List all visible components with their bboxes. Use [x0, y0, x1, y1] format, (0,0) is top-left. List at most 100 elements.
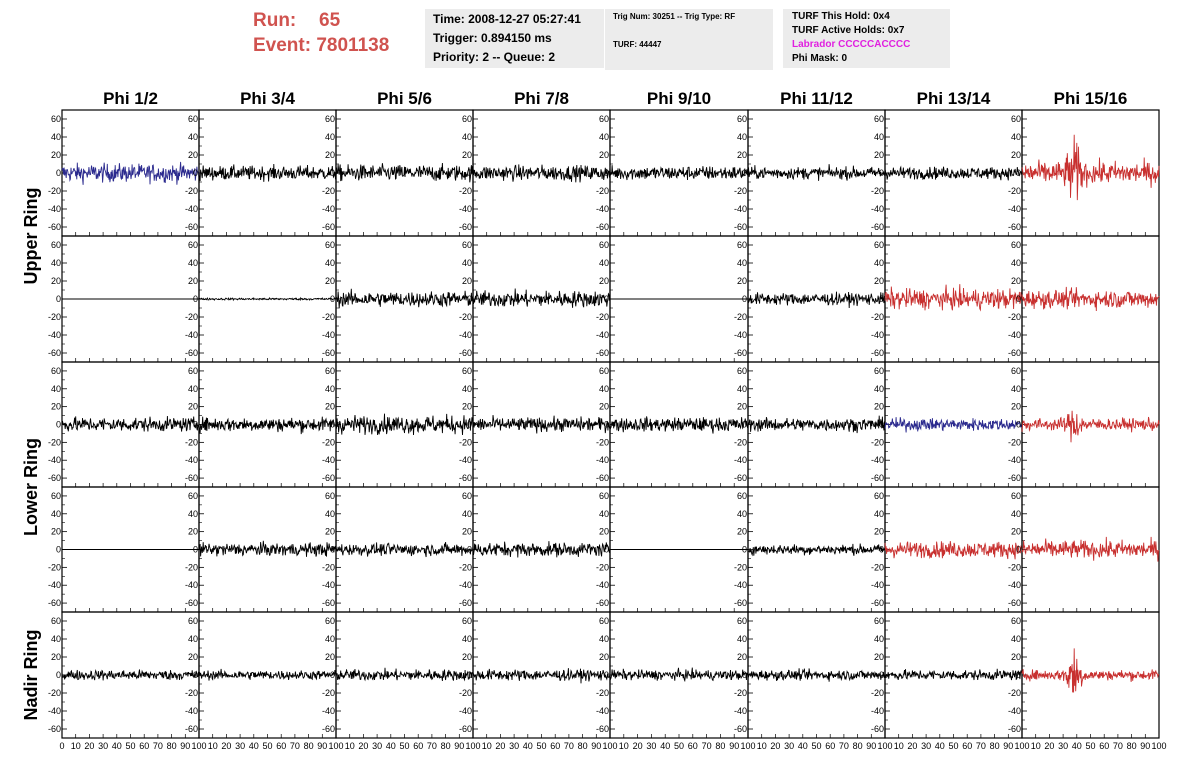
y-tick-label: -40 [185, 706, 198, 716]
y-tick-label: -40 [596, 455, 609, 465]
y-tick-label: 40 [874, 132, 884, 142]
x-tick-label: 90 [317, 741, 327, 751]
y-tick-label: 0 [1016, 168, 1021, 178]
y-tick-label: -40 [48, 330, 61, 340]
y-tick-label: 0 [193, 294, 198, 304]
waveform-panel: -60 -40 -20 0 20 40 60 [185, 611, 337, 739]
waveform-panel: -60 -40 -20 0 20 40 60 [322, 361, 474, 488]
y-tick-label: 60 [188, 366, 198, 376]
x-tick-label: 40 [798, 741, 808, 751]
y-tick-label: -20 [459, 312, 472, 322]
y-tick-label: 40 [874, 509, 884, 519]
waveform-trace [198, 416, 337, 435]
y-tick-label: 40 [599, 634, 609, 644]
phi-mask-text: Phi Mask: 0 [792, 53, 848, 64]
x-tick-label: 20 [495, 741, 505, 751]
y-tick-label: -20 [871, 312, 884, 322]
y-tick-label: 0 [330, 670, 335, 680]
x-tick-label: 10 [208, 741, 218, 751]
y-tick-label: -20 [734, 186, 747, 196]
waveform-trace [1021, 536, 1160, 562]
y-tick-label: 60 [188, 114, 198, 124]
run-value: 65 [319, 10, 341, 31]
x-tick-label: 10 [345, 741, 355, 751]
y-tick-label: 20 [188, 402, 198, 412]
turf-text: TURF: 44447 [613, 40, 662, 49]
waveform-trace [1021, 134, 1160, 201]
y-tick-label: 0 [56, 545, 61, 555]
x-tick-label: 50 [948, 741, 958, 751]
y-tick-label: 40 [51, 132, 61, 142]
y-tick-label: 60 [1011, 491, 1021, 501]
x-tick-label: 70 [702, 741, 712, 751]
y-tick-label: 40 [737, 634, 747, 644]
y-tick-label: 20 [51, 276, 61, 286]
y-tick-label: 40 [51, 509, 61, 519]
waveform-panel: -60 -40 -20 0 20 40 60 [459, 361, 611, 488]
waveform-trace [747, 415, 886, 434]
x-tick-label: 60 [276, 741, 286, 751]
y-tick-label: -20 [1008, 312, 1021, 322]
y-tick-label: 40 [325, 258, 335, 268]
waveform-panel: -60 -40 -20 0 20 40 60 [185, 235, 337, 363]
x-tick-label: 40 [386, 741, 396, 751]
waveform-panel: -60 -40 -20 0 20 40 60 [322, 235, 474, 363]
y-tick-label: 20 [462, 150, 472, 160]
x-tick-label: 40 [935, 741, 945, 751]
x-tick-label: 30 [372, 741, 382, 751]
y-tick-label: -40 [871, 706, 884, 716]
y-tick-label: 40 [737, 509, 747, 519]
y-tick-label: -20 [322, 312, 335, 322]
waveform-trace [61, 415, 200, 432]
y-tick-label: 40 [51, 258, 61, 268]
y-tick-label: 20 [1011, 527, 1021, 537]
waveform-trace [1021, 286, 1160, 312]
y-tick-label: -60 [871, 222, 884, 232]
y-tick-label: 0 [1016, 294, 1021, 304]
x-tick-label: 10 [894, 741, 904, 751]
y-tick-label: -20 [871, 688, 884, 698]
x-tick-label: 60 [688, 741, 698, 751]
y-tick-label: 0 [1016, 670, 1021, 680]
y-tick-label: -40 [1008, 330, 1021, 340]
x-tick-label: 70 [427, 741, 437, 751]
column-label: Phi 3/4 [240, 89, 295, 108]
y-tick-label: 40 [51, 634, 61, 644]
y-tick-label: -60 [48, 222, 61, 232]
y-tick-label: -60 [734, 348, 747, 358]
x-tick-label: 60 [825, 741, 835, 751]
y-tick-label: -60 [1008, 348, 1021, 358]
y-tick-label: 60 [462, 240, 472, 250]
y-tick-label: 0 [604, 420, 609, 430]
x-tick-label: 80 [578, 741, 588, 751]
x-tick-label: 20 [770, 741, 780, 751]
x-tick-label: 50 [399, 741, 409, 751]
waveform-panel: -60 -40 -20 0 20 40 60 [459, 235, 611, 363]
x-tick-label: 30 [784, 741, 794, 751]
y-tick-label: 0 [1016, 420, 1021, 430]
x-tick-label: 90 [591, 741, 601, 751]
x-tick-label: 100 [328, 741, 343, 751]
y-tick-label: -40 [48, 580, 61, 590]
x-tick-label: 50 [1085, 741, 1095, 751]
column-label: Phi 13/14 [917, 89, 991, 108]
waveform-panel: -60 -40 -20 0 20 40 60 [48, 361, 200, 488]
y-tick-label: 40 [1011, 384, 1021, 394]
waveform-trace [609, 416, 749, 434]
y-tick-label: 0 [467, 545, 472, 555]
waveform-panel: -60 -40 -20 0 20 40 60 [871, 611, 1023, 739]
y-tick-label: 60 [325, 240, 335, 250]
y-tick-label: 20 [1011, 276, 1021, 286]
y-tick-label: 20 [737, 527, 747, 537]
x-tick-label: 80 [853, 741, 863, 751]
y-tick-label: 60 [737, 114, 747, 124]
y-tick-label: -40 [871, 330, 884, 340]
y-tick-label: -20 [596, 437, 609, 447]
y-tick-label: 60 [325, 114, 335, 124]
trig-num-text: Trig Num: 30251 -- Trig Type: RF [613, 12, 736, 21]
y-tick-label: 0 [56, 294, 61, 304]
y-tick-label: -20 [459, 437, 472, 447]
y-tick-label: -20 [596, 688, 609, 698]
y-tick-label: 0 [742, 420, 747, 430]
y-tick-label: 20 [874, 527, 884, 537]
